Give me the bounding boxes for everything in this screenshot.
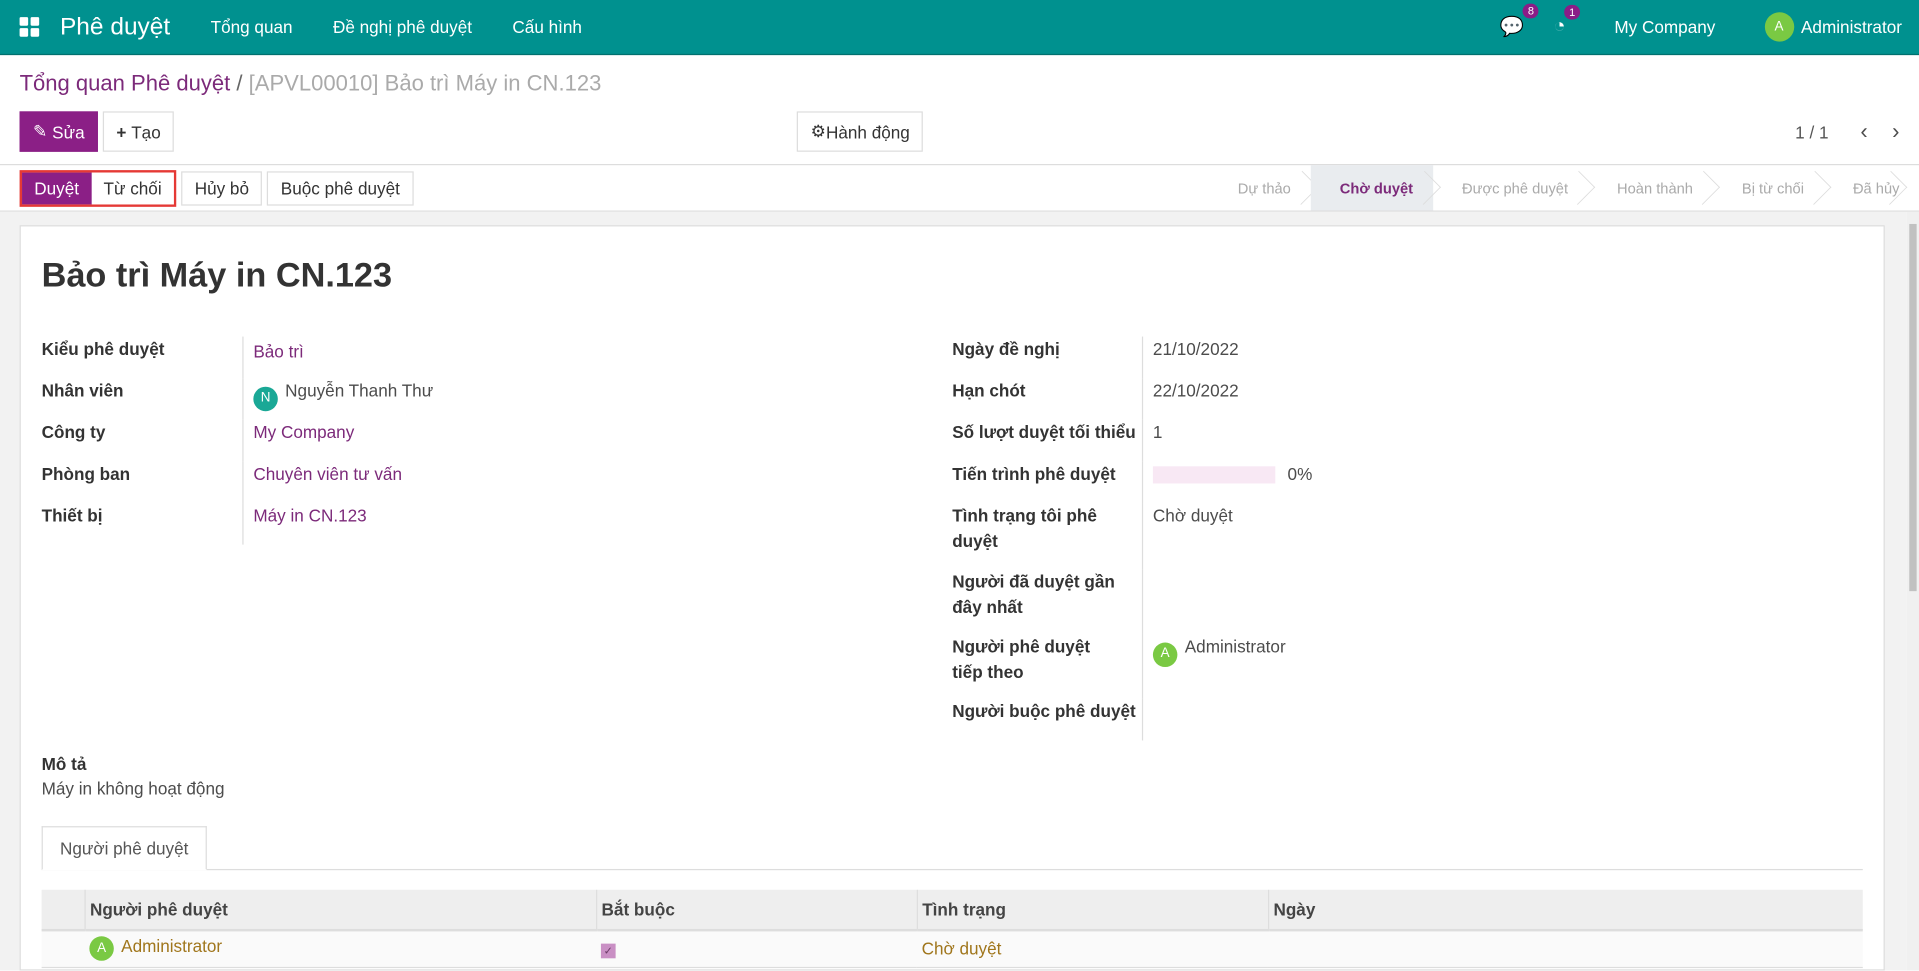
- approver-name: Administrator: [121, 936, 223, 957]
- record-title: Bảo trì Máy in CN.123: [41, 255, 393, 294]
- stage-cancelled[interactable]: Đã hủy: [1824, 165, 1900, 210]
- gear-icon: ⚙: [810, 121, 826, 141]
- field-label: Người phê duyệt tiếp theo: [952, 636, 1091, 682]
- apps-menu-icon[interactable]: [19, 17, 40, 37]
- app-title[interactable]: Phê duyệt: [59, 12, 171, 40]
- deadline: 22/10/2022: [1141, 378, 1239, 420]
- messages-icon[interactable]: 💬 8: [1500, 3, 1539, 39]
- form-sheet: Bảo trì Máy in CN.123 Kiểu phê duyệt Bảo …: [19, 225, 1885, 971]
- force-approver: [1141, 698, 1153, 741]
- scrollbar-thumb[interactable]: [1909, 223, 1917, 592]
- statusbar: Duyệt Từ chối Hủy bỏ Buộc phê duyệt Dự t…: [0, 165, 1919, 212]
- col-date[interactable]: Ngày: [1267, 889, 1863, 932]
- col-required[interactable]: Bắt buộc: [595, 889, 917, 932]
- action-label: Hành động: [825, 121, 910, 142]
- breadcrumb-current: [APVL00010] Bảo trì Máy in CN.123: [248, 70, 602, 96]
- field-label: Thiết bị: [41, 505, 103, 526]
- stage-refused[interactable]: Bị từ chối: [1713, 165, 1824, 210]
- table-row[interactable]: A Administrator ✓ Chờ duyệt: [41, 930, 1863, 968]
- request-date: 21/10/2022: [1141, 336, 1239, 379]
- activities-badge: 1: [1564, 4, 1581, 20]
- next-approver-avatar: A: [1152, 641, 1178, 667]
- description-label: Mô tả: [41, 753, 87, 774]
- status-cell: Chờ duyệt: [916, 930, 1268, 968]
- field-label: Hạn chót: [952, 380, 1026, 401]
- field-label: Kiểu phê duyệt: [41, 339, 165, 359]
- reject-button[interactable]: Từ chối: [91, 171, 174, 204]
- required-cell: ✓: [596, 930, 917, 968]
- right-group: Ngày đề nghị 21/10/2022 Hạn chót 22/10/202…: [952, 336, 1686, 741]
- min-approvals: 1: [1141, 419, 1162, 462]
- highlighted-buttons: Duyệt Từ chối: [19, 169, 177, 207]
- activities-icon[interactable]: ◔ 1: [1554, 4, 1581, 38]
- col-approver[interactable]: Người phê duyệt: [83, 889, 597, 932]
- approval-type-link[interactable]: Bảo trì: [253, 341, 304, 362]
- field-label: Ngày đề nghị: [952, 339, 1060, 359]
- force-approve-button[interactable]: Buộc phê duyệt: [267, 170, 414, 206]
- employee-avatar: N: [253, 386, 278, 411]
- next-record-icon[interactable]: ›: [1892, 118, 1900, 144]
- field-label: Người đã duyệt gần đây nhất: [952, 571, 1115, 617]
- company-link[interactable]: My Company: [253, 422, 355, 442]
- field-label: Người buộc phê duyệt: [952, 701, 1136, 721]
- field-label: Tiến trình phê duyệt: [952, 463, 1116, 484]
- user-menu[interactable]: Administrator: [1801, 17, 1902, 37]
- pager: 1 / 1: [1795, 121, 1829, 142]
- notebook: Người phê duyệt: [41, 826, 1863, 871]
- approver-cell: A Administrator: [84, 930, 597, 968]
- field-label: Phòng ban: [41, 463, 131, 484]
- my-status: Chờ duyệt: [1141, 503, 1233, 570]
- row-handle: [41, 930, 85, 968]
- approve-button[interactable]: Duyệt: [22, 171, 92, 204]
- equipment-link[interactable]: Máy in CN.123: [253, 505, 367, 526]
- create-label: Tạo: [131, 121, 161, 142]
- edit-button[interactable]: ✎ Sửa: [19, 111, 99, 152]
- menu-requests[interactable]: Đề nghị phê duyệt: [332, 17, 473, 37]
- create-button[interactable]: + Tạo: [102, 111, 175, 152]
- stage-approved[interactable]: Được phê duyệt: [1433, 165, 1588, 210]
- employee-value[interactable]: Nguyễn Thanh Thư: [285, 380, 434, 401]
- prev-record-icon[interactable]: ‹: [1860, 118, 1868, 144]
- stage-bar: Dự thảo Chờ duyệt Được phê duyệt Hoàn th…: [1208, 165, 1900, 211]
- pencil-icon: ✎: [33, 121, 53, 141]
- stage-done[interactable]: Hoàn thành: [1588, 165, 1713, 210]
- company-switcher[interactable]: My Company: [1614, 17, 1716, 37]
- next-approver: Administrator: [1184, 636, 1286, 657]
- menu-config[interactable]: Cấu hình: [512, 17, 582, 37]
- user-avatar[interactable]: A: [1764, 12, 1794, 42]
- menu-overview[interactable]: Tổng quan: [210, 17, 293, 37]
- scrollbar[interactable]: [1906, 211, 1919, 971]
- action-button[interactable]: ⚙ Hành động: [797, 111, 924, 152]
- row-handle-header: [41, 889, 85, 932]
- description-value: Máy in không hoạt động: [41, 778, 225, 798]
- date-cell: [1267, 930, 1863, 968]
- field-label: Công ty: [41, 422, 106, 442]
- col-status[interactable]: Tình trạng: [916, 889, 1268, 932]
- tab-approvers[interactable]: Người phê duyệt: [41, 826, 207, 871]
- control-panel: Tổng quan Phê duyệt / [APVL00010] Bảo tr…: [0, 55, 1919, 166]
- left-group: Kiểu phê duyệt Bảo trì Nhân viên N Nguyễn T…: [41, 336, 899, 545]
- approver-avatar: A: [89, 936, 114, 962]
- last-approver: [1141, 569, 1153, 634]
- messages-badge: 8: [1522, 3, 1539, 19]
- navbar: Phê duyệt Tổng quan Đề nghị phê duyệt Cấ…: [0, 0, 1919, 56]
- cancel-button[interactable]: Hủy bỏ: [181, 170, 263, 206]
- edit-label: Sửa: [52, 121, 85, 142]
- department-link[interactable]: Chuyên viên tư vấn: [253, 463, 402, 484]
- approval-progress-value: 0%: [1287, 463, 1313, 484]
- plus-icon: +: [116, 121, 132, 142]
- field-label: Nhân viên: [41, 380, 124, 401]
- breadcrumb-parent[interactable]: Tổng quan Phê duyệt: [19, 70, 231, 96]
- description-section: Mô tả Máy in không hoạt động: [42, 754, 225, 798]
- approvers-table: Người phê duyệt Bắt buộc Tình trạng Ngày…: [41, 889, 1863, 968]
- approval-progress-bar: [1152, 466, 1276, 484]
- field-label: Số lượt duyệt tối thiểu: [952, 422, 1136, 442]
- breadcrumb: Tổng quan Phê duyệt / [APVL00010] Bảo tr…: [19, 70, 602, 96]
- approver-status: Chờ duyệt: [921, 939, 1002, 959]
- stage-pending[interactable]: Chờ duyệt: [1310, 165, 1433, 211]
- stage-draft[interactable]: Dự thảo: [1208, 165, 1310, 210]
- required-checkbox[interactable]: ✓: [600, 943, 616, 959]
- field-label: Tình trạng tôi phê duyệt: [952, 505, 1097, 551]
